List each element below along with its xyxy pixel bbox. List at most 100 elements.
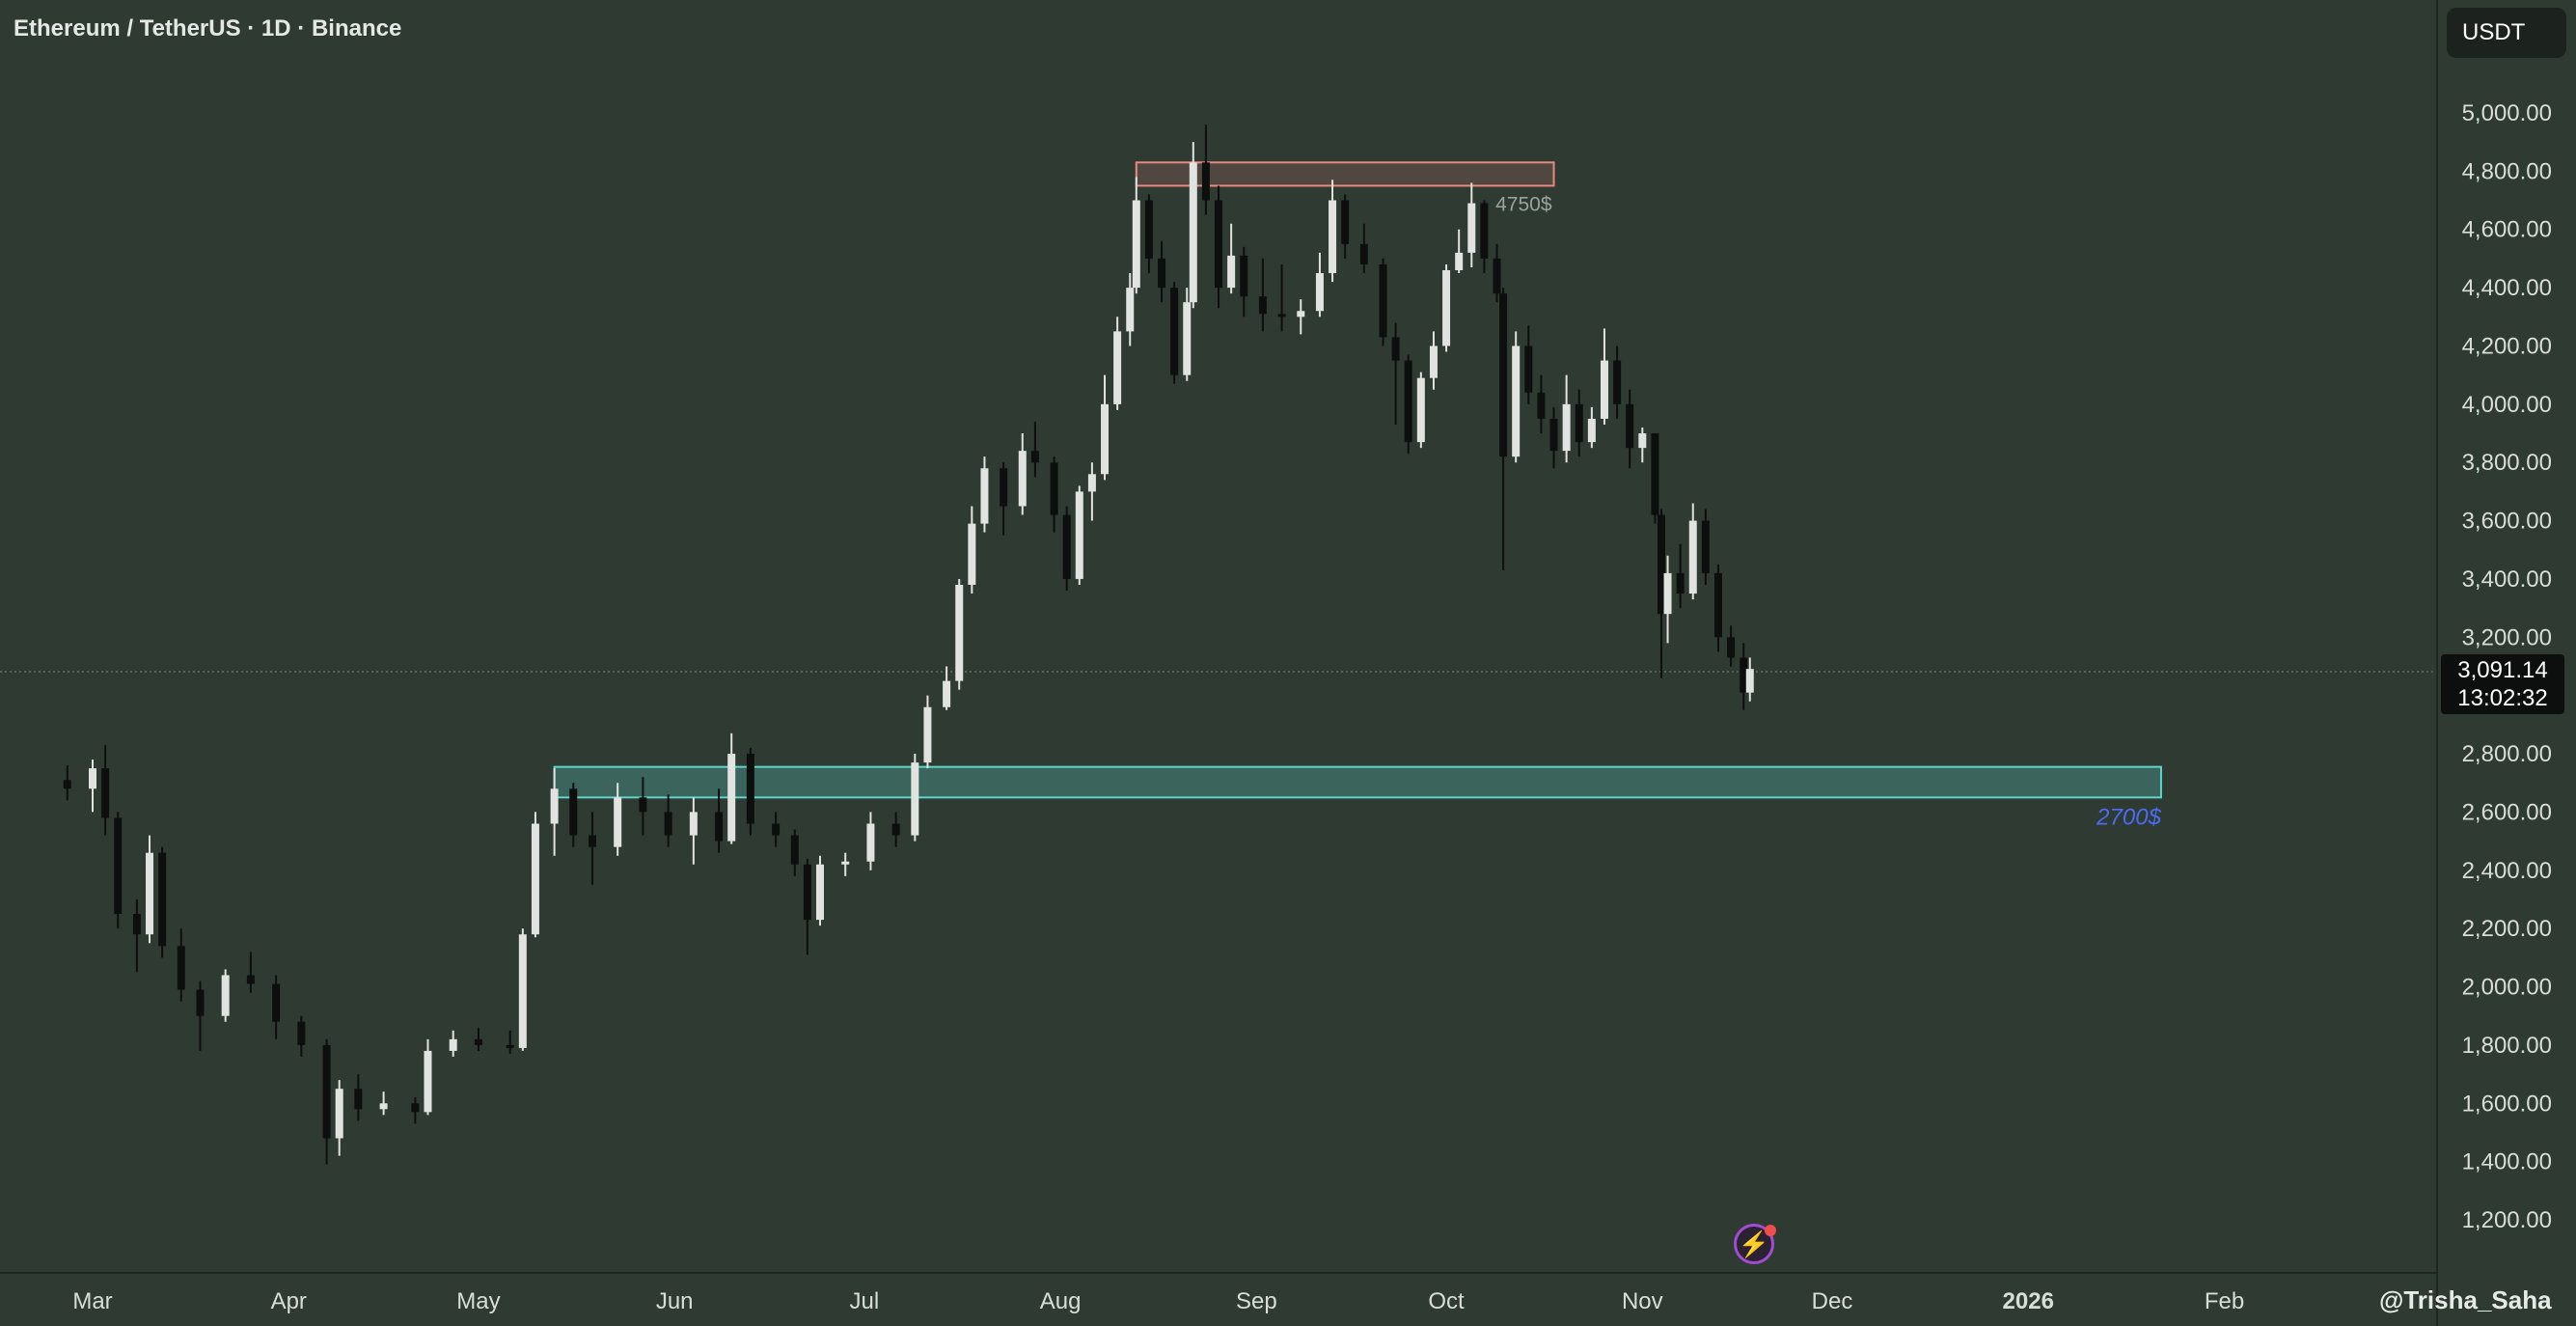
price-tick-label: 2,000.00 bbox=[2462, 975, 2552, 1001]
candle-body bbox=[411, 1103, 420, 1113]
candle-body bbox=[506, 1044, 514, 1048]
candle-body bbox=[1575, 403, 1583, 443]
candle-body bbox=[715, 812, 724, 842]
time-tick-label: Mar bbox=[72, 1288, 112, 1314]
candle-body bbox=[968, 523, 976, 585]
candle-body bbox=[1638, 433, 1647, 449]
candle-body bbox=[1379, 263, 1387, 338]
support-zone-label: 2700$ bbox=[2096, 804, 2161, 830]
candle-body bbox=[158, 852, 167, 947]
price-tick-label: 4,000.00 bbox=[2462, 392, 2552, 418]
candle-body bbox=[1537, 392, 1546, 419]
price-tick-label: 2,800.00 bbox=[2462, 741, 2552, 767]
candle-body bbox=[790, 835, 799, 865]
candle-body bbox=[89, 768, 96, 789]
author-watermark: @Trisha_Saha bbox=[2379, 1285, 2552, 1314]
candle-body bbox=[1277, 314, 1286, 318]
candle-body bbox=[1442, 269, 1451, 346]
candle-body bbox=[1455, 252, 1464, 270]
candle-body bbox=[1144, 200, 1153, 259]
candle-body bbox=[221, 975, 230, 1016]
candle-body bbox=[664, 812, 672, 836]
time-tick-label: Feb bbox=[2205, 1288, 2244, 1314]
candle-body bbox=[1499, 293, 1508, 457]
candle-body bbox=[1562, 403, 1571, 452]
candle-body bbox=[1663, 572, 1672, 615]
price-tick-label: 3,200.00 bbox=[2462, 624, 2552, 650]
candle-body bbox=[727, 754, 736, 842]
candle-body bbox=[177, 946, 185, 990]
candle-body bbox=[1170, 288, 1179, 375]
time-tick-label: May bbox=[456, 1288, 500, 1314]
candle-body bbox=[772, 823, 781, 836]
time-tick-label: Dec bbox=[1812, 1288, 1853, 1314]
candle-body bbox=[943, 680, 951, 707]
candle-body bbox=[1657, 514, 1665, 615]
candle-body bbox=[1467, 203, 1476, 253]
candle-body bbox=[1113, 331, 1122, 404]
candle-body bbox=[449, 1038, 457, 1051]
candle-body bbox=[1132, 200, 1140, 289]
price-tick-label: 2,600.00 bbox=[2462, 799, 2552, 825]
candle-body bbox=[891, 823, 900, 836]
candle-body bbox=[1315, 273, 1324, 312]
candle-body bbox=[1018, 451, 1027, 507]
notification-dot bbox=[1765, 1225, 1776, 1236]
candle-body bbox=[1404, 360, 1412, 443]
candle-body bbox=[114, 817, 123, 915]
candle-body bbox=[1087, 474, 1096, 492]
candle-body bbox=[1688, 520, 1697, 594]
candle-body bbox=[246, 975, 255, 984]
price-tick-label: 4,600.00 bbox=[2462, 217, 2552, 243]
candle-body bbox=[1626, 403, 1634, 449]
candle-body bbox=[1524, 345, 1533, 393]
price-tick-label: 2,400.00 bbox=[2462, 858, 2552, 884]
support-zone[interactable] bbox=[553, 765, 2162, 799]
resistance-zone-label: 4750$ bbox=[1495, 193, 1552, 215]
currency-selector-button[interactable]: USDT bbox=[2447, 8, 2566, 58]
time-tick-label: 2026 bbox=[2003, 1288, 2054, 1314]
candle-body bbox=[1329, 200, 1337, 274]
candle-body bbox=[1126, 288, 1135, 332]
price-tick-label: 1,400.00 bbox=[2462, 1149, 2552, 1175]
candle-body bbox=[1493, 258, 1501, 294]
price-tick-label: 4,800.00 bbox=[2462, 158, 2552, 184]
candle-body bbox=[1101, 403, 1110, 475]
time-tick-label: Jul bbox=[850, 1288, 880, 1314]
candle-body bbox=[518, 934, 527, 1048]
candle-body bbox=[1676, 572, 1685, 594]
resistance-zone[interactable] bbox=[1135, 161, 1555, 187]
bar-countdown: 13:02:32 bbox=[2457, 685, 2548, 711]
candle-body bbox=[923, 706, 932, 763]
candle-body bbox=[955, 584, 964, 681]
price-tick-label: 4,400.00 bbox=[2462, 275, 2552, 301]
candle-body bbox=[1701, 520, 1710, 573]
candle-body bbox=[803, 864, 811, 921]
candle-body bbox=[1050, 462, 1058, 515]
price-tick-label: 1,600.00 bbox=[2462, 1091, 2552, 1117]
candle-body bbox=[1429, 345, 1438, 378]
chart-title: Ethereum / TetherUS · 1D · Binance bbox=[14, 15, 402, 41]
time-axis-divider bbox=[0, 1272, 2438, 1274]
candle-body bbox=[1201, 162, 1210, 201]
candle-body bbox=[1416, 377, 1425, 443]
price-tick-label: 5,000.00 bbox=[2462, 100, 2552, 126]
price-axis-divider bbox=[2436, 0, 2438, 1326]
price-tick-label: 4,200.00 bbox=[2462, 333, 2552, 359]
candle-body bbox=[1359, 243, 1368, 264]
time-tick-label: Oct bbox=[1428, 1288, 1465, 1314]
candle-body bbox=[639, 797, 647, 813]
candle-body bbox=[474, 1038, 482, 1045]
time-tick-label: Aug bbox=[1040, 1288, 1082, 1314]
candle-body bbox=[379, 1103, 388, 1110]
candle-body bbox=[1258, 296, 1267, 315]
candle-body bbox=[272, 983, 281, 1022]
candle-body bbox=[1297, 311, 1305, 318]
candle-body bbox=[1613, 360, 1622, 404]
candle-body bbox=[815, 864, 824, 921]
candle-body bbox=[1745, 669, 1754, 693]
candle-body bbox=[1740, 657, 1748, 693]
candle-body bbox=[132, 914, 141, 935]
candle-body bbox=[101, 768, 110, 818]
